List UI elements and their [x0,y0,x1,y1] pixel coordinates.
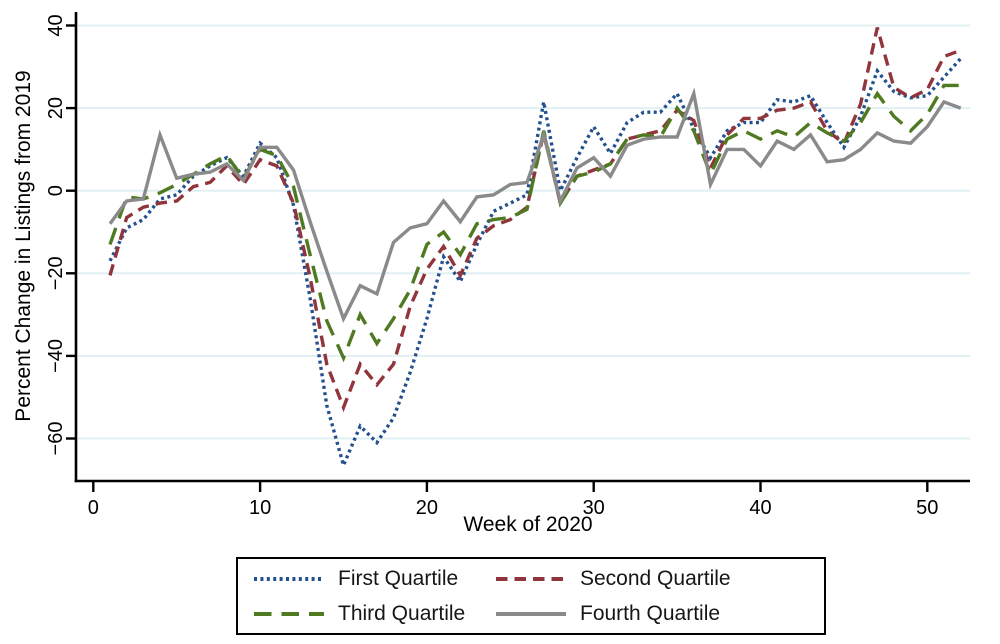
legend-line-sample-first-quartile [254,576,324,581]
x-axis-label: Week of 2020 [463,513,593,536]
x-tick-label: 0 [88,497,99,519]
legend-label-third-quartile: Third Quartile [338,602,466,625]
legend-row: First Quartile Second Quartile [238,565,824,593]
y-tick-label: 0 [45,185,67,196]
legend-item-third-quartile: Third Quartile [253,603,495,624]
line-chart-plot-area: 40 20 0 −20 −40 −60 0 10 20 30 40 50 [45,12,970,519]
series-line-first-quartile [108,57,962,471]
x-tick-label: 20 [416,497,438,519]
legend-label-fourth-quartile: Fourth Quartile [580,602,721,625]
y-axis-label: Percent Change in Listings from 2019 [12,70,35,422]
series-line-third-quartile [108,83,961,363]
legend-label-first-quartile: First Quartile [338,567,459,590]
series-line-fourth-quartile [108,87,962,324]
x-tick-label: 50 [916,497,938,519]
legend-item-first-quartile: First Quartile [253,568,495,589]
legend: First Quartile Second Quartile Third Qua… [236,557,826,635]
legend-label-second-quartile: Second Quartile [580,567,731,590]
y-tick-label: −60 [45,422,67,456]
legend-line-sample-second-quartile [496,576,566,581]
x-tick-label: 30 [583,497,605,519]
x-tick-label: 40 [749,497,771,519]
x-tick-label: 10 [249,497,271,519]
legend-line-sample-fourth-quartile [496,611,566,616]
legend-item-fourth-quartile: Fourth Quartile [495,603,824,624]
y-tick-label: −20 [45,256,67,290]
legend-line-sample-third-quartile [254,611,324,616]
legend-item-second-quartile: Second Quartile [495,568,824,589]
y-tick-label: −40 [45,339,67,373]
y-tick-label: 40 [45,14,67,36]
series-line-second-quartile [108,27,962,413]
y-tick-label: 20 [45,97,67,119]
legend-row: Third Quartile Fourth Quartile [238,600,824,628]
